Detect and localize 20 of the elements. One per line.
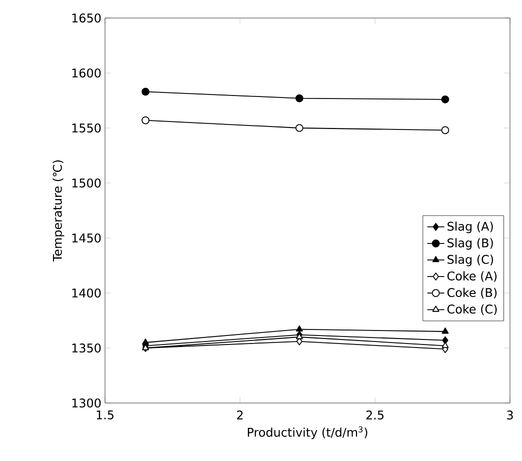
y-tick-label: 1600 [72, 68, 101, 78]
x-axis-title: Productivity (t/d/m$^{3}$) [248, 426, 368, 440]
x-tick-label: 2.5 [366, 410, 384, 420]
y-tick-label: 1450 [72, 233, 101, 243]
legend-label: Coke (B) [447, 288, 497, 298]
y-axis-title: Temperature (℃) [52, 160, 64, 262]
y-tick-label: 1350 [72, 343, 101, 353]
y-tick-label: 1550 [72, 123, 101, 133]
legend-label: Slag (A) [448, 222, 493, 234]
y-tick-label: 1650 [72, 13, 101, 23]
y-tick-label: 1400 [72, 288, 101, 298]
legend-label: Coke (A) [447, 271, 497, 282]
x-tick-label: 3 [507, 410, 513, 420]
x-tick-label: 2 [237, 410, 243, 420]
legend-label: Slag (C) [448, 254, 494, 266]
legend-label: Slag (B) [448, 238, 493, 250]
y-tick-label: 1500 [72, 178, 101, 188]
legend-label: Coke (C) [447, 304, 497, 316]
x-tick-label: 1.5 [96, 410, 114, 420]
y-tick-label: 1300 [72, 398, 101, 408]
